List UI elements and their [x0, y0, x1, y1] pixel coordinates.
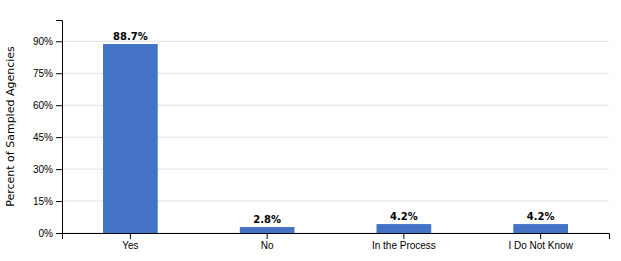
y-tick-label: 60%	[33, 100, 53, 111]
y-tick: 0%	[39, 228, 62, 239]
y-tick-label: 90%	[33, 36, 53, 47]
x-tick-mark	[540, 233, 541, 239]
x-tick-label: In the Process	[372, 240, 436, 251]
y-tick: 45%	[33, 132, 62, 143]
y-axis-title: Percent of Sampled Agencies	[4, 46, 17, 207]
y-tick: 30%	[33, 164, 62, 175]
y-axis: 0% 15% 30% 45% 60% 75% 90%	[33, 21, 63, 239]
data-label: 2.8%	[253, 214, 281, 225]
data-labels: 88.7% 2.8% 4.2% 4.2%	[113, 31, 554, 225]
y-tick-mark	[56, 105, 62, 106]
plot: 88.7% 2.8% 4.2% 4.2% 0% 15% 30% 45% 60% 75% 90% Yes…	[33, 21, 610, 252]
x-tick-mark	[403, 233, 404, 239]
y-tick: 90%	[33, 36, 62, 47]
x-tick-mark	[130, 233, 131, 239]
y-tick-label: 45%	[33, 132, 53, 143]
y-tick-mark	[56, 169, 62, 170]
y-tick-mark	[56, 137, 62, 138]
y-tick-label: 30%	[33, 164, 53, 175]
x-tick-label: Yes	[122, 240, 138, 251]
x-tick-label: I Do Not Know	[508, 240, 573, 251]
y-tick-label: 75%	[33, 68, 53, 79]
y-tick-mark	[56, 201, 62, 202]
chart: 88.7% 2.8% 4.2% 4.2% 0% 15% 30% 45% 60% 75% 90% Yes…	[0, 0, 621, 261]
y-tick: 60%	[33, 100, 62, 111]
data-label: 88.7%	[113, 31, 148, 42]
data-label: 4.2%	[527, 211, 555, 222]
x-tick: I Do Not Know	[508, 233, 573, 251]
y-tick-mark	[56, 41, 62, 42]
data-label: 4.2%	[390, 211, 418, 222]
bar	[103, 44, 158, 233]
y-tick-mark	[56, 233, 62, 234]
y-tick-mark	[56, 73, 62, 74]
y-tick-label: 15%	[33, 196, 53, 207]
bar	[377, 224, 432, 233]
bars	[103, 44, 568, 233]
x-tick-label: No	[261, 240, 274, 251]
y-tick-label: 0%	[39, 228, 54, 239]
x-tick: No	[261, 233, 274, 251]
y-tick: 15%	[33, 196, 62, 207]
x-tick: In the Process	[372, 233, 436, 251]
y-axis-line	[56, 21, 63, 234]
x-axis: Yes No In the Process I Do Not Know	[63, 233, 610, 251]
y-tick: 75%	[33, 68, 62, 79]
x-axis-line	[63, 234, 610, 240]
bar	[513, 224, 568, 233]
x-tick-mark	[267, 233, 268, 239]
bar	[240, 227, 295, 233]
x-tick: Yes	[122, 233, 138, 251]
grid	[62, 41, 609, 233]
